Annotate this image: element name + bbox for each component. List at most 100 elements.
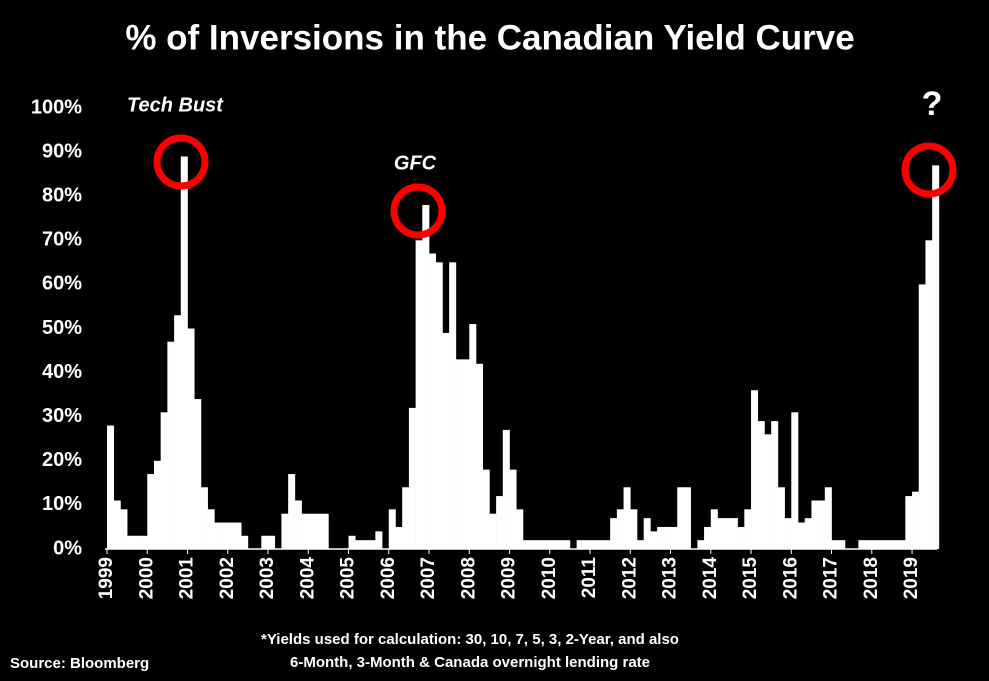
bar (375, 531, 383, 549)
bar (905, 496, 913, 549)
bar (583, 540, 591, 549)
bar (730, 518, 738, 549)
bar (160, 412, 168, 549)
bar (408, 407, 416, 549)
bar (912, 491, 920, 549)
y-tick-label: 90% (42, 140, 82, 162)
bar (361, 540, 369, 549)
bar (194, 399, 202, 549)
x-tick-label: 2005 (338, 557, 359, 600)
bar (838, 540, 846, 549)
bar (422, 205, 430, 549)
bar (818, 500, 826, 549)
bar (113, 500, 121, 549)
footnote: *Yields used for calculation: 30, 10, 7,… (261, 631, 679, 648)
x-tick-label: 2006 (378, 557, 399, 599)
bar (865, 540, 873, 549)
bar (556, 540, 564, 549)
y-tick-label: 80% (42, 184, 82, 206)
bar (724, 518, 732, 549)
bar (207, 509, 215, 549)
bar (455, 359, 463, 549)
chart-title: % of Inversions in the Canadian Yield Cu… (125, 18, 854, 57)
source: Source: Bloomberg (10, 655, 149, 672)
footnote: 6-Month, 3-Month & Canada overnight lend… (290, 654, 650, 671)
bar (308, 513, 316, 549)
bar (697, 540, 705, 549)
bar (891, 540, 899, 549)
bar (482, 469, 490, 549)
bar (623, 487, 631, 549)
bar (630, 509, 638, 549)
y-tick-label: 60% (42, 273, 82, 295)
bar (435, 262, 443, 549)
x-tick-label: 2007 (418, 557, 439, 599)
bar (683, 487, 691, 549)
bar (791, 412, 799, 549)
bar (757, 421, 765, 549)
bar (227, 522, 235, 549)
y-tick-label: 10% (42, 493, 82, 515)
bar (777, 487, 785, 549)
bar (563, 540, 571, 549)
bar (294, 500, 302, 549)
annotation: ? (922, 85, 943, 123)
bar (596, 540, 604, 549)
bar (469, 324, 477, 549)
bar (268, 535, 276, 549)
y-tick-label: 20% (42, 449, 82, 471)
bar (502, 429, 510, 549)
bar (153, 460, 162, 549)
bar (677, 487, 685, 549)
bar (140, 535, 148, 549)
bar (543, 540, 551, 549)
bar (415, 240, 423, 550)
bar (133, 535, 141, 549)
bar (368, 540, 376, 549)
bar (650, 531, 658, 549)
bar (174, 315, 182, 549)
x-tick-label: 2001 (177, 557, 198, 600)
bar (925, 240, 933, 550)
bar (878, 540, 886, 549)
bar (180, 156, 188, 549)
bar (744, 509, 752, 549)
x-tick-label: 2018 (861, 557, 882, 599)
bar (549, 540, 557, 549)
bar (898, 540, 906, 549)
bar (214, 522, 222, 549)
x-tick-label: 2012 (619, 557, 640, 599)
x-tick-label: 2010 (539, 557, 560, 599)
bar (751, 390, 759, 549)
bar (798, 522, 806, 549)
bar (281, 513, 289, 549)
x-tick-label: 2009 (499, 557, 520, 599)
bar (321, 513, 329, 549)
bar (590, 540, 598, 549)
bar (576, 540, 584, 549)
x-tick-label: 2008 (458, 557, 479, 599)
bar (516, 509, 524, 549)
annotation: GFC (394, 152, 437, 174)
bar (442, 332, 450, 549)
bar (704, 526, 712, 549)
bar (871, 540, 879, 549)
bar (858, 540, 866, 549)
bar (127, 535, 135, 549)
bar (603, 540, 611, 549)
bar (824, 487, 832, 549)
bar (811, 500, 819, 549)
bar (167, 341, 175, 549)
bar (489, 513, 497, 549)
bar (536, 540, 544, 549)
bar (637, 540, 645, 549)
bar (657, 526, 665, 549)
bar (241, 535, 249, 549)
bar (429, 253, 437, 549)
bar (314, 513, 323, 549)
bar (831, 540, 839, 549)
bar (509, 469, 517, 549)
x-tick-label: 2019 (901, 557, 922, 599)
bar (120, 509, 128, 549)
bar (710, 509, 718, 549)
